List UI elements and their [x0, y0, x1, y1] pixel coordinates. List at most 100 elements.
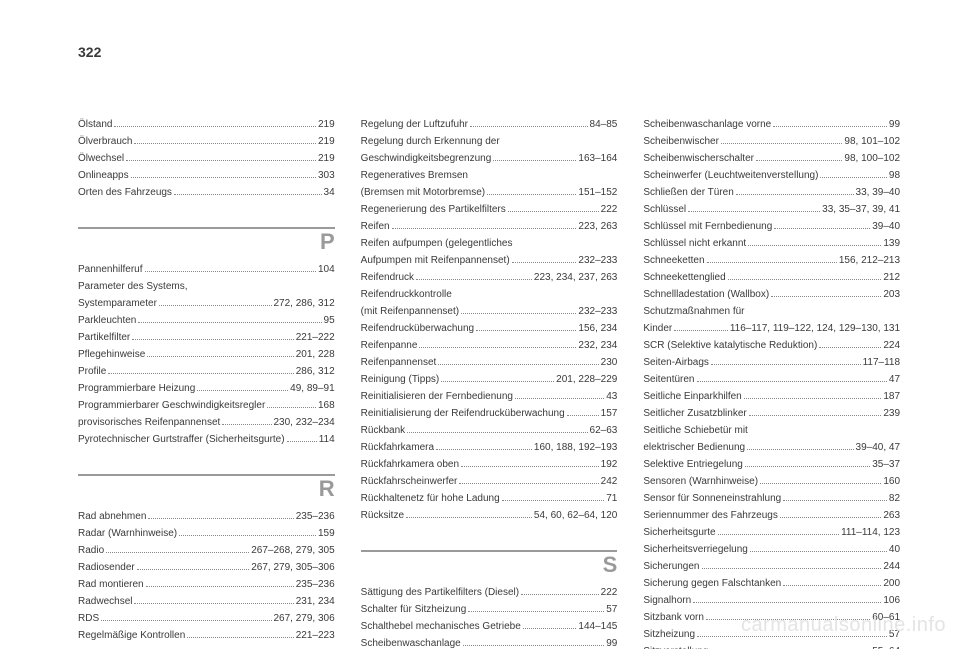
leader-dots [132, 338, 293, 340]
index-entry: Sicherungen244 [643, 558, 900, 575]
index-entry: Radar (Warnhinweise) 159 [78, 525, 335, 542]
index-entry-pages: 156, 234 [578, 320, 617, 337]
index-entry: RDS267, 279, 306 [78, 610, 335, 627]
index-entry-label: Scheibenwaschanlage vorne [643, 116, 771, 133]
index-entry-pages: 200 [883, 575, 900, 592]
leader-dots [745, 465, 870, 467]
index-entry: Regelmäßige Kontrollen221–223 [78, 627, 335, 644]
index-entry-label: Schnellladestation (Wallbox) [643, 286, 769, 303]
index-entry-label: Reinitialisierung der Reifendrucküberwac… [361, 405, 565, 422]
index-entry: Rad abnehmen235–236 [78, 508, 335, 525]
index-entry-label: Regenerierung des Partikelfilters [361, 201, 506, 218]
leader-dots [407, 431, 587, 433]
leader-dots [138, 321, 321, 323]
leader-dots [493, 159, 576, 161]
index-entry-label: Regelmäßige Kontrollen [78, 627, 185, 644]
index-entry-label: Seitlicher Zusatzblinker [643, 405, 746, 422]
index-entry: Pannenhilferuf104 [78, 261, 335, 278]
index-entry: Seitentüren47 [643, 371, 900, 388]
index-entry-label: Aufpumpen mit Reifenpannenset) [361, 252, 510, 269]
index-entry-label: Reinigung (Tipps) [361, 371, 440, 388]
index-entry-pages: 219 [318, 116, 335, 133]
index-entry-pages: 230, 232–234 [274, 414, 335, 431]
index-entry-continuation: Reifen aufpumpen (gelegentliches [361, 235, 618, 252]
index-entry-pages: 168 [318, 397, 335, 414]
leader-dots [774, 227, 870, 229]
leader-dots [728, 278, 882, 280]
index-entry: Reifen223, 263 [361, 218, 618, 235]
leader-dots [441, 380, 554, 382]
index-entry-label: Schlüssel [643, 201, 686, 218]
index-entry-label: Kinder [643, 320, 672, 337]
index-entry-label: Radar (Warnhinweise) [78, 525, 177, 542]
index-entry-label: Reifendruck [361, 269, 414, 286]
index-entry-pages: 82 [889, 490, 900, 507]
leader-dots [756, 159, 842, 161]
index-entry-pages: 232, 234 [578, 337, 617, 354]
index-entry-pages: 99 [606, 635, 617, 649]
index-entry: elektrischer Bedienung39–40, 47 [643, 439, 900, 456]
index-entry-pages: 222 [601, 584, 618, 601]
leader-dots [406, 516, 532, 518]
leader-dots [750, 550, 887, 552]
index-entry: Scheinwerfer (Leuchtweitenverstellung)98 [643, 167, 900, 184]
index-entry-label: Radiosender [78, 559, 135, 576]
section-rule [361, 550, 618, 552]
index-entry-label: SCR (Selektive katalytische Reduktion) [643, 337, 817, 354]
index-entry-label: Rückfahrkamera oben [361, 456, 459, 473]
index-entry-pages: 192 [601, 456, 618, 473]
index-entry-label: Rückfahrkamera [361, 439, 434, 456]
leader-dots [470, 125, 588, 127]
index-entry-pages: 55, 64 [872, 643, 900, 649]
index-entry: Partikelfilter221–222 [78, 329, 335, 346]
section-header: S [361, 550, 618, 576]
index-entry-label: (Bremsen mit Motorbremse) [361, 184, 485, 201]
index-entry-pages: 244 [883, 558, 900, 575]
index-entry-pages: 272, 286, 312 [274, 295, 335, 312]
leader-dots [137, 568, 250, 570]
index-entry-pages: 159 [318, 525, 335, 542]
leader-dots [179, 534, 316, 536]
index-entry-pages: 151–152 [578, 184, 617, 201]
manual-index-page: 322 Ölstand219Ölverbrauch219Ölwechsel219… [0, 0, 960, 649]
index-entry-label: Reinitialisieren der Fernbedienung [361, 388, 513, 405]
leader-dots [674, 329, 728, 331]
index-entry-label: Sicherheitsgurte [643, 524, 715, 541]
index-entry: Rückfahrscheinwerfer242 [361, 473, 618, 490]
index-entry: Seriennummer des Fahrzeugs263 [643, 507, 900, 524]
index-entry-label: Scheibenwischerschalter [643, 150, 754, 167]
index-columns: Ölstand219Ölverbrauch219Ölwechsel219Onli… [78, 116, 900, 649]
index-entry-label: Schlüssel nicht erkannt [643, 235, 746, 252]
watermark-text: carmanualsonline.info [741, 614, 946, 637]
index-entry-pages: 98 [889, 167, 900, 184]
index-entry: Kinder116–117, 119–122, 124, 129–130, 13… [643, 320, 900, 337]
index-entry: Reifenpannenset230 [361, 354, 618, 371]
index-entry-pages: 117–118 [863, 354, 900, 371]
leader-dots [131, 176, 316, 178]
index-entry: Schneekettenglied212 [643, 269, 900, 286]
index-entry: Reifendrucküberwachung156, 234 [361, 320, 618, 337]
index-entry-label: Rücksitze [361, 507, 404, 524]
index-entry-pages: 239 [883, 405, 900, 422]
index-entry-pages: 144–145 [578, 618, 617, 635]
index-entry-pages: 33, 39–40 [856, 184, 901, 201]
index-entry-pages: 34 [324, 184, 335, 201]
index-entry: Reinitialisierung der Reifendrucküberwac… [361, 405, 618, 422]
index-entry-label: Radio [78, 542, 104, 559]
index-entry-pages: 223, 263 [578, 218, 617, 235]
index-entry: Seitliche Einparkhilfen187 [643, 388, 900, 405]
index-entry: Rückhaltenetz für hohe Ladung71 [361, 490, 618, 507]
leader-dots [783, 499, 887, 501]
page-number: 322 [78, 44, 101, 60]
index-entry-pages: 286, 312 [296, 363, 335, 380]
index-entry-pages: 303 [318, 167, 335, 184]
index-entry: Schlüssel nicht erkannt139 [643, 235, 900, 252]
index-entry-label: Signalhorn [643, 592, 691, 609]
section-rule [78, 474, 335, 476]
index-entry-label: (mit Reifenpannenset) [361, 303, 459, 320]
leader-dots [145, 270, 316, 272]
index-entry: Reifendruck223, 234, 237, 263 [361, 269, 618, 286]
leader-dots [148, 517, 293, 519]
index-entry-pages: 57 [606, 601, 617, 618]
index-entry-label: Sitzverstellung [643, 643, 708, 649]
